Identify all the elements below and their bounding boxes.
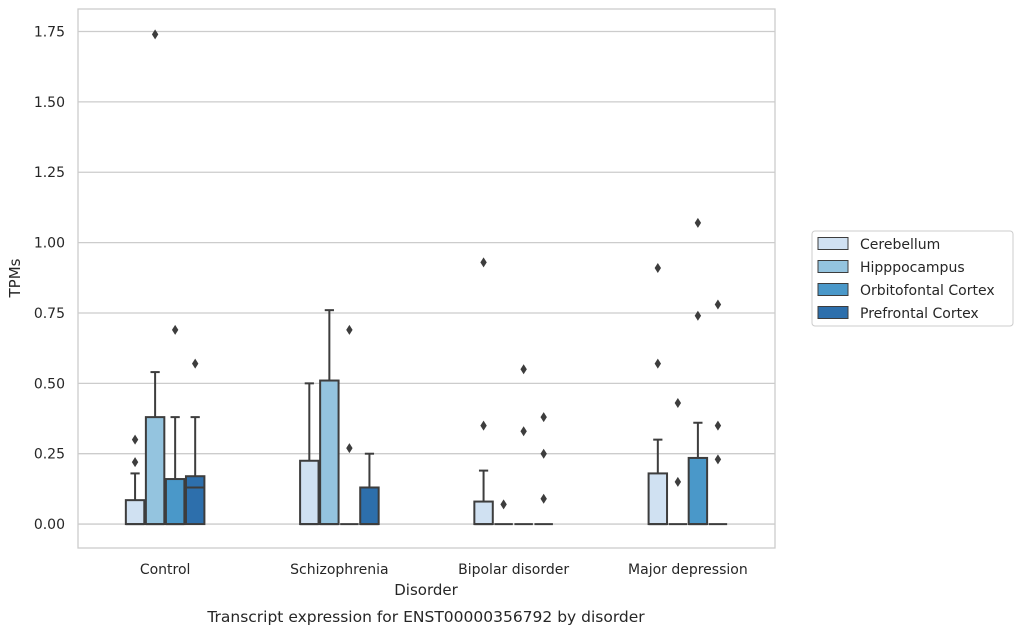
box — [514, 364, 533, 526]
y-tick-label: 0.50 — [34, 376, 65, 392]
outlier-point — [540, 493, 547, 504]
x-tick-label: Schizophrenia — [290, 562, 388, 578]
outlier-point — [674, 476, 682, 487]
chart-caption: Transcript expression for ENST0000035679… — [206, 608, 645, 626]
outlier-point — [151, 29, 159, 40]
box — [164, 324, 186, 526]
legend-label: Prefrontal Cortex — [860, 306, 979, 322]
outlier-point — [480, 420, 487, 431]
y-tick-label: 1.25 — [34, 165, 65, 181]
box-body — [359, 486, 380, 526]
x-tick-labels: Control Schizophrenia Bipolar disorder Majo… — [140, 562, 748, 578]
series-orbitofontal-cortex — [164, 217, 709, 526]
box-body — [164, 478, 186, 526]
y-axis-title: TPMs — [6, 258, 24, 298]
box-body — [319, 379, 340, 526]
outlier-point — [131, 434, 139, 445]
y-tick-label: 1.75 — [34, 25, 65, 41]
outlier-point — [674, 398, 682, 409]
legend-swatch — [817, 260, 849, 273]
box — [340, 324, 359, 526]
outlier-point — [346, 324, 353, 335]
outlier-point — [131, 457, 139, 468]
box — [144, 29, 166, 526]
box — [359, 452, 380, 526]
box — [184, 358, 206, 526]
legend-label: Orbitofontal Cortex — [860, 283, 995, 299]
outlier-point — [520, 364, 527, 375]
plot-frame — [77, 8, 776, 549]
outlier-point — [520, 426, 527, 437]
legend: Cerebellum Hipppocampus Orbitofontal Corte… — [811, 230, 1014, 327]
series-prefrontal-cortex — [184, 299, 728, 526]
box — [668, 398, 688, 526]
box-body — [144, 416, 166, 526]
x-tick-label: Bipolar disorder — [458, 562, 569, 578]
y-tick-labels: 0.00 0.25 0.50 0.75 1.00 1.25 1.50 1.75 — [34, 25, 65, 534]
box-body — [687, 456, 709, 526]
outlier-point — [694, 310, 702, 321]
outlier-point — [540, 412, 547, 423]
outlier-point — [480, 257, 487, 268]
outlier-point — [171, 324, 179, 335]
box — [534, 412, 553, 526]
outlier-point — [346, 443, 353, 454]
outlier-point — [714, 299, 722, 310]
y-tick-label: 0.25 — [34, 447, 65, 463]
legend-label: Hipppocampus — [860, 260, 965, 276]
legend-label: Cerebellum — [860, 237, 940, 253]
outlier-point — [714, 454, 722, 465]
legend-swatch — [817, 306, 849, 319]
y-tick-label: 0.00 — [34, 517, 65, 533]
legend-frame — [811, 230, 1014, 327]
outlier-point — [500, 499, 507, 510]
y-tick-label: 1.50 — [34, 95, 65, 111]
y-gridlines — [78, 30, 775, 525]
x-axis-title: Disorder — [394, 581, 458, 599]
box — [647, 262, 669, 526]
outlier-point — [540, 448, 547, 459]
box — [687, 217, 709, 526]
box-body — [473, 500, 494, 526]
legend-swatch — [817, 237, 849, 250]
legend-swatch — [817, 283, 849, 296]
x-tick-label: Control — [140, 562, 191, 578]
outlier-point — [191, 358, 199, 369]
box-body — [647, 472, 669, 526]
y-tick-label: 0.75 — [34, 306, 65, 322]
box — [494, 499, 513, 526]
legend-items: Cerebellum Hipppocampus Orbitofontal Corte… — [817, 237, 995, 322]
y-tick-label: 1.00 — [34, 236, 65, 252]
series-cerebellum — [124, 257, 669, 526]
box-plot-series — [124, 29, 728, 526]
outlier-point — [654, 358, 662, 369]
box-body — [299, 459, 320, 526]
box-body — [124, 499, 146, 526]
outlier-point — [714, 420, 722, 431]
outlier-point — [654, 262, 662, 273]
outlier-point — [694, 217, 702, 228]
box — [319, 309, 340, 526]
box-body — [184, 475, 206, 526]
box — [473, 257, 494, 526]
x-tick-label: Major depression — [628, 562, 748, 578]
box — [124, 434, 146, 526]
box — [299, 382, 320, 526]
series-hipppocampus — [144, 29, 688, 526]
box — [708, 299, 728, 526]
